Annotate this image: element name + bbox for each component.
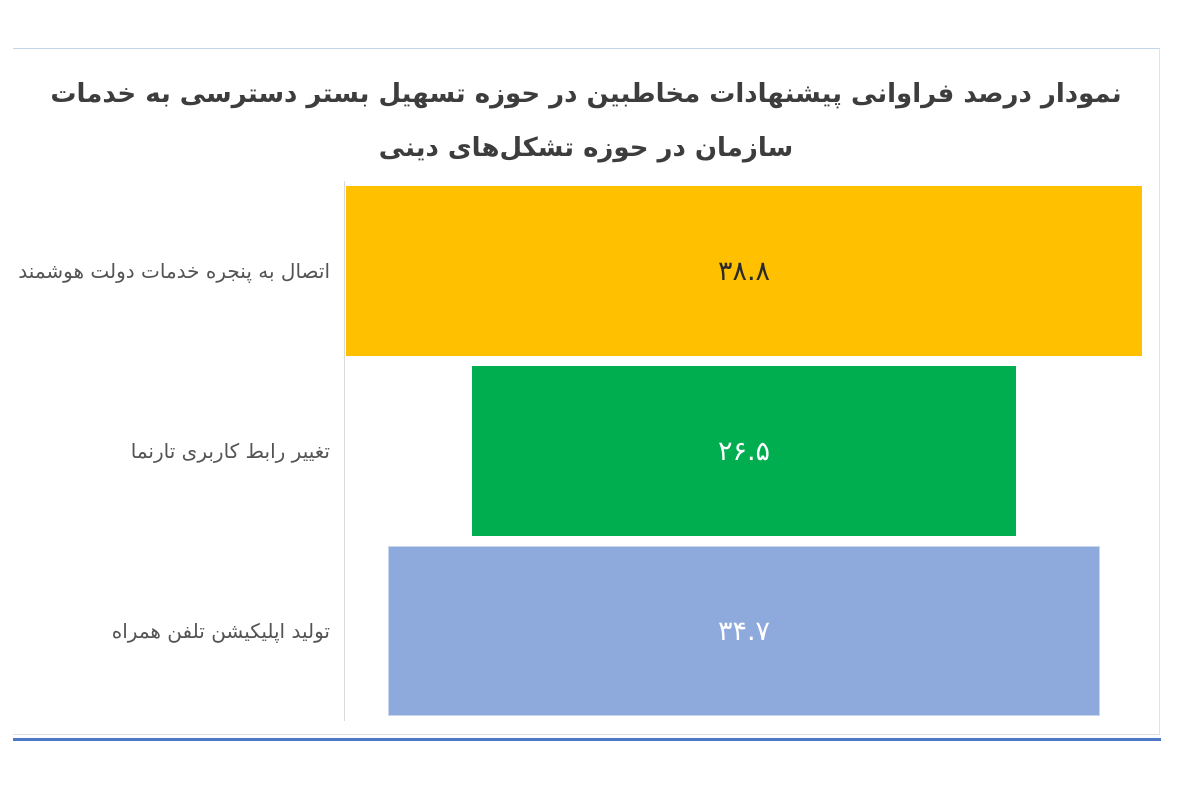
bar-row-mobile-app: تولید اپلیکیشن تلفن همراه ۳۴.۷ — [13, 541, 1159, 721]
bar-website-ui: ۲۶.۵ — [472, 366, 1016, 536]
category-label-text: تولید اپلیکیشن تلفن همراه — [111, 619, 330, 643]
bar-row-website-ui: تغییر رابط کاربری تارنما ۲۶.۵ — [13, 361, 1159, 541]
plot-area: اتصال به پنجره خدمات دولت هوشمند ۳۸.۸ تغ… — [18, 181, 1158, 721]
category-label-mobile-app: تولید اپلیکیشن تلفن همراه — [13, 541, 330, 721]
bar-mobile-app: ۳۴.۷ — [388, 546, 1100, 716]
category-label-text: اتصال به پنجره خدمات دولت هوشمند — [18, 259, 330, 283]
chart-title-line-2: سازمان در حوزه تشکل‌های دینی — [378, 133, 794, 163]
chart-title-line-1: نمودار درصد فراوانی پیشنهادات مخاطبین در… — [50, 79, 1122, 109]
category-label-text: تغییر رابط کاربری تارنما — [130, 439, 330, 463]
category-label-smart-government: اتصال به پنجره خدمات دولت هوشمند — [13, 181, 330, 361]
bar-value-label: ۳۴.۷ — [717, 615, 771, 647]
bar-smart-government: ۳۸.۸ — [346, 186, 1142, 356]
category-label-website-ui: تغییر رابط کاربری تارنما — [13, 361, 330, 541]
bottom-divider-line — [13, 738, 1161, 741]
category-axis-line — [344, 181, 345, 721]
bar-value-label: ۲۶.۵ — [717, 435, 771, 467]
chart-container: نمودار درصد فراوانی پیشنهادات مخاطبین در… — [13, 48, 1160, 735]
bar-value-label: ۳۸.۸ — [717, 255, 771, 287]
chart-title: نمودار درصد فراوانی پیشنهادات مخاطبین در… — [13, 67, 1159, 175]
bar-row-smart-government: اتصال به پنجره خدمات دولت هوشمند ۳۸.۸ — [13, 181, 1159, 361]
